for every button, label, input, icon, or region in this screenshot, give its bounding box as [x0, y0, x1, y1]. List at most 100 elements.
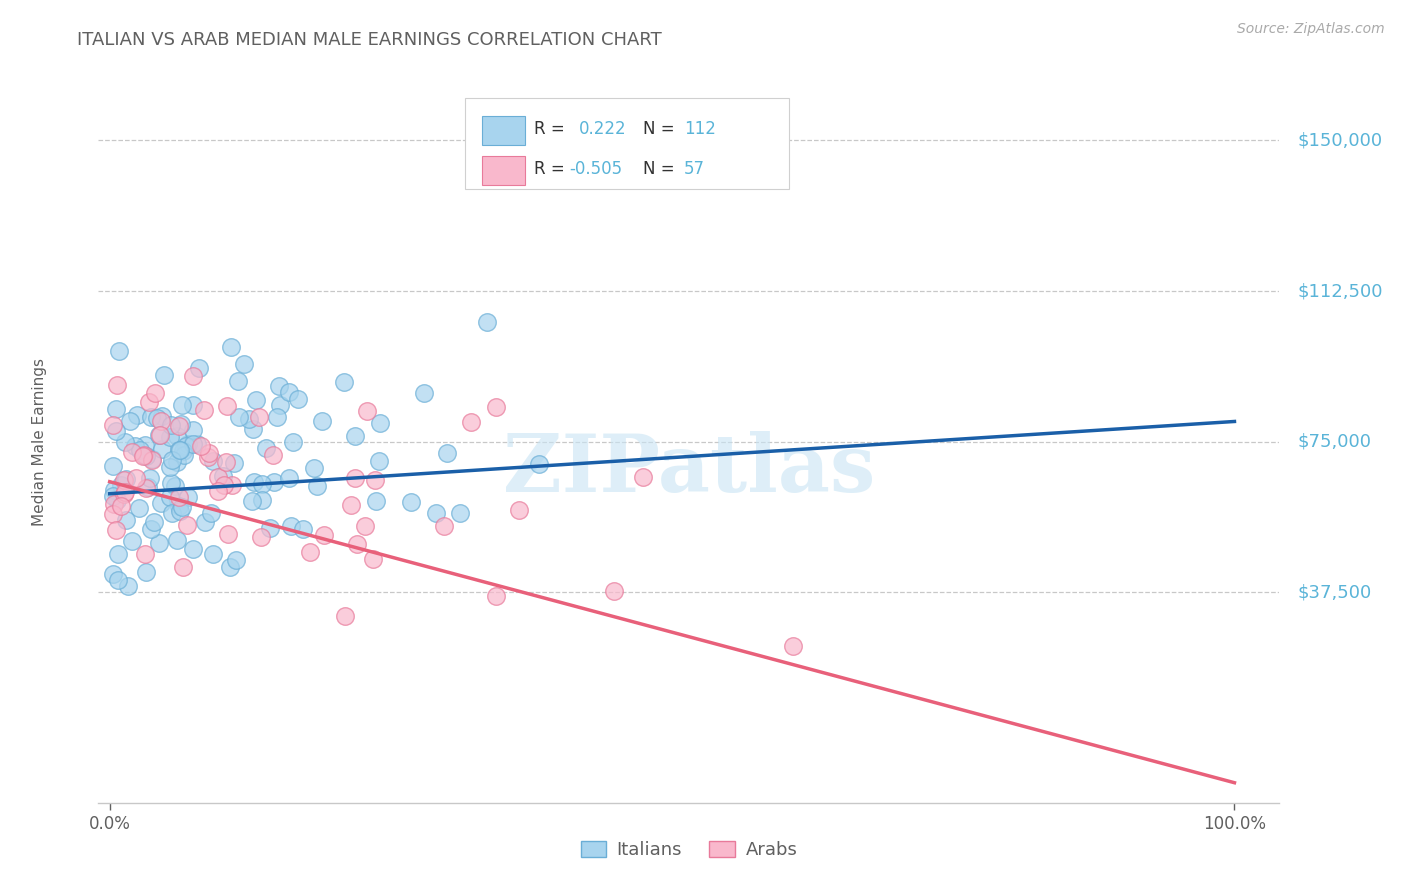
Point [139, 471, 162, 485]
Point [368, 416, 391, 430]
Point [135, 450, 157, 464]
Text: N =: N = [643, 161, 675, 178]
Point [159, 430, 181, 444]
Point [160, 506, 183, 520]
Point [485, 400, 508, 414]
Point [181, 436, 204, 450]
Point [124, 439, 146, 453]
Point [172, 443, 194, 458]
Point [267, 379, 290, 393]
Point [173, 449, 195, 463]
Point [167, 490, 190, 504]
Point [105, 493, 128, 508]
Point [413, 385, 436, 400]
Point [177, 437, 200, 451]
Point [433, 519, 456, 533]
FancyBboxPatch shape [482, 116, 524, 145]
Point [142, 515, 165, 529]
Point [449, 506, 471, 520]
Point [335, 609, 357, 624]
Point [475, 315, 498, 329]
Point [181, 369, 204, 384]
Point [176, 517, 198, 532]
Point [135, 481, 157, 495]
Point [135, 565, 157, 579]
Point [114, 485, 136, 500]
Point [340, 499, 363, 513]
Point [125, 471, 148, 485]
Point [238, 412, 260, 426]
Point [254, 441, 277, 455]
Point [527, 458, 550, 472]
Point [169, 417, 191, 431]
Text: R =: R = [534, 120, 565, 138]
Point [143, 386, 166, 401]
Point [118, 414, 141, 428]
Point [160, 417, 183, 432]
Point [101, 489, 124, 503]
Point [163, 479, 186, 493]
Point [631, 470, 654, 484]
Point [149, 496, 172, 510]
Point [149, 427, 172, 442]
Point [485, 589, 508, 603]
Point [201, 454, 224, 468]
Point [101, 417, 124, 432]
Point [110, 499, 132, 513]
Point [222, 456, 245, 470]
Point [354, 518, 377, 533]
Point [225, 553, 247, 567]
Point [314, 528, 336, 542]
Point [266, 409, 288, 424]
Point [240, 494, 263, 508]
Point [176, 490, 198, 504]
Text: Source: ZipAtlas.com: Source: ZipAtlas.com [1237, 22, 1385, 37]
Point [207, 484, 229, 499]
Point [287, 392, 309, 406]
Point [167, 419, 190, 434]
Point [212, 477, 235, 491]
Point [280, 519, 302, 533]
Point [250, 476, 273, 491]
Point [105, 424, 128, 438]
Point [148, 427, 170, 442]
Point [232, 357, 254, 371]
Point [159, 490, 181, 504]
Point [104, 402, 127, 417]
Point [281, 435, 304, 450]
Point [181, 423, 204, 437]
Text: $37,500: $37,500 [1298, 583, 1371, 601]
Point [186, 437, 208, 451]
Point [219, 340, 242, 354]
Point [190, 439, 212, 453]
Point [136, 480, 159, 494]
Point [425, 507, 447, 521]
Point [114, 435, 136, 450]
Point [146, 410, 169, 425]
Point [141, 409, 163, 424]
Point [292, 522, 315, 536]
Point [169, 504, 191, 518]
Point [221, 478, 243, 492]
Point [174, 439, 197, 453]
Point [172, 500, 194, 515]
Text: -0.505: -0.505 [569, 161, 623, 178]
Point [262, 448, 284, 462]
Text: 57: 57 [685, 161, 706, 178]
Point [346, 537, 368, 551]
Point [219, 559, 242, 574]
Point [782, 639, 804, 653]
Point [366, 494, 388, 508]
Point [399, 495, 422, 509]
Point [333, 375, 356, 389]
Point [121, 445, 143, 459]
Point [269, 398, 291, 412]
Point [166, 455, 188, 469]
Point [344, 471, 367, 485]
Point [181, 398, 204, 412]
Point [150, 414, 173, 428]
Point [104, 523, 127, 537]
Point [250, 493, 273, 508]
Point [368, 453, 391, 467]
Point [107, 573, 129, 587]
